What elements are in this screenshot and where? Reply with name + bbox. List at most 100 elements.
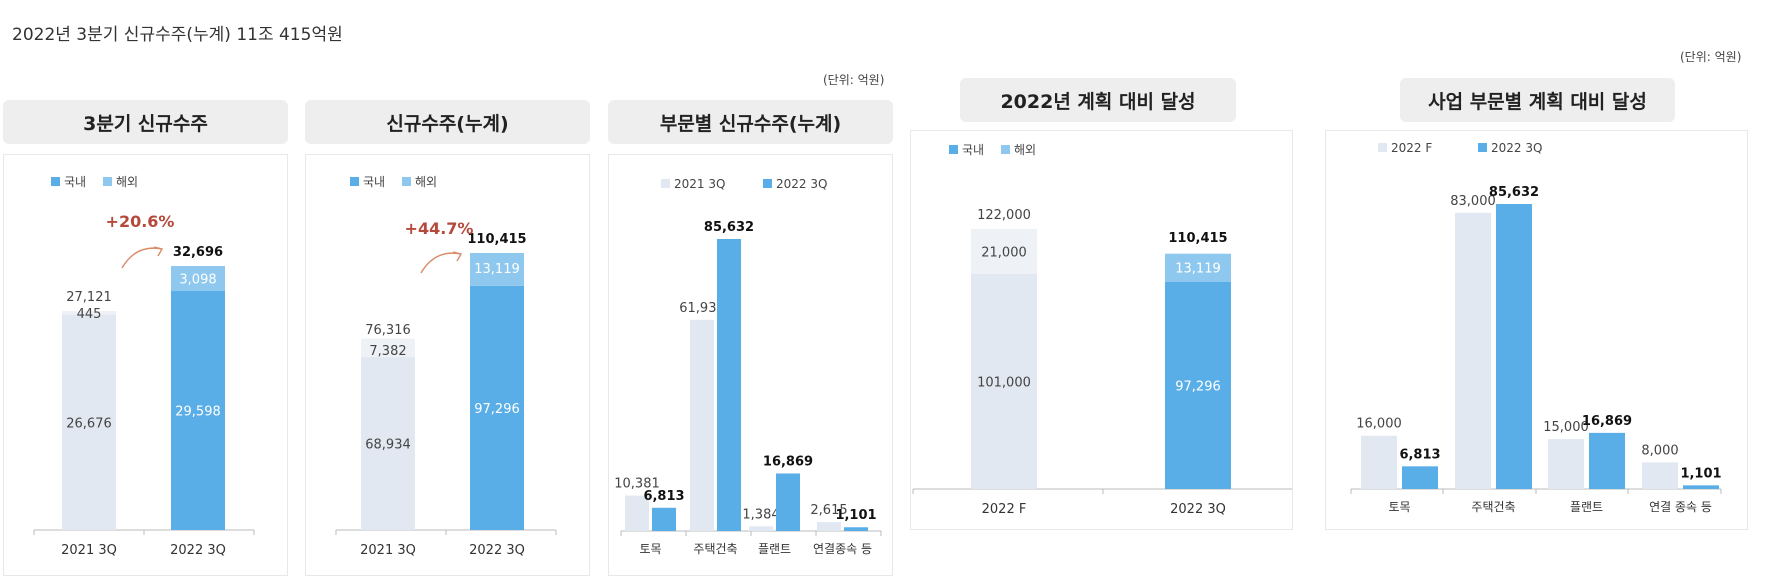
bar-series-b (1402, 466, 1438, 489)
chart-title-division-plan: 사업 부문별 계획 대비 달성 (1400, 78, 1675, 122)
growth-label: +20.6% (106, 212, 175, 231)
legend-swatch (402, 177, 411, 186)
unit-label-right: (단위: 억원) (1680, 50, 1742, 64)
x-tick-label: 주택건축 (693, 542, 737, 556)
segment-label-domestic: 97,296 (474, 402, 520, 417)
bar-domestic (62, 314, 116, 530)
legend-label: 해외 (415, 175, 437, 189)
x-tick-label: 2021 3Q (360, 543, 416, 558)
x-tick-label: 연결종속 등 (813, 542, 872, 556)
bar-series-b (717, 239, 741, 531)
legend-swatch (1378, 143, 1387, 152)
segment-label-domestic: 97,296 (1175, 379, 1221, 394)
bar-value-label: 1,101 (835, 508, 876, 523)
x-tick-label: 토목 (639, 542, 661, 556)
legend-label: 해외 (116, 175, 138, 189)
growth-arrowhead (452, 251, 463, 262)
growth-arrowhead (153, 246, 164, 257)
chart-title-plan-2022: 2022년 계획 대비 달성 (960, 78, 1236, 122)
chart-panel-cumulative-orders: 국내 해외 68,934 7,382 76,316 2021 3Q 97,296 13,119… (305, 154, 590, 576)
bar-total-label: 110,415 (467, 232, 526, 247)
bar-total-label: 27,121 (66, 290, 112, 305)
x-tick-label: 연결 종속 등 (1649, 500, 1712, 514)
bar-value-label: 2,615 (810, 503, 847, 518)
bar-total-label: 110,415 (1168, 231, 1227, 246)
bar-total-label: 32,696 (173, 245, 223, 260)
segment-label-overseas: 21,000 (981, 245, 1027, 260)
bar-series-b (1589, 432, 1625, 489)
legend-swatch (51, 177, 60, 186)
legend-label: 2022 3Q (776, 177, 827, 191)
bar-overseas (1165, 253, 1231, 282)
legend-label: 2022 3Q (1491, 141, 1542, 155)
unit-label-left: (단위: 억원) (823, 73, 885, 87)
bar-series-a (1455, 212, 1491, 489)
x-tick-label: 플랜트 (1570, 500, 1603, 514)
x-tick-label: 2022 3Q (170, 543, 226, 558)
bar-domestic (171, 291, 225, 530)
segment-label-overseas: 13,119 (1175, 262, 1221, 277)
bar-total-label: 76,316 (365, 323, 411, 338)
chart-panel-division-cumulative: 2021 3Q 2022 3Q 10,381 6,813 토목 61,936 85,632 주… (608, 154, 893, 576)
legend-label: 2022 F (1391, 141, 1432, 155)
legend-label: 해외 (1014, 143, 1036, 157)
growth-arrow (121, 247, 163, 269)
bar-series-a (817, 522, 841, 531)
bar-total-label: 122,000 (977, 208, 1031, 223)
bar-overseas (171, 266, 225, 292)
segment-label-overseas: 3,098 (179, 273, 216, 288)
growth-arrow (420, 252, 462, 274)
bar-value-label: 1,101 (1680, 466, 1721, 481)
bar-series-a (749, 526, 773, 531)
segment-label-domestic: 26,676 (66, 416, 112, 431)
chart-plan-2022: 국내 해외 101,000 21,000 122,000 2022 F 97,296 13,1… (912, 143, 1295, 517)
bar-value-label: 15,000 (1543, 420, 1589, 435)
bar-overseas (361, 338, 415, 358)
chart-panel-division-plan: 2022 F 2022 3Q 16,000 6,813 토목 83,000 85,632 주택… (1325, 130, 1748, 530)
legend-swatch (949, 145, 958, 154)
chart-cumulative-orders: 국내 해외 68,934 7,382 76,316 2021 3Q 97,296 13,119… (335, 175, 557, 558)
legend-swatch (1001, 145, 1010, 154)
bar-value-label: 8,000 (1641, 443, 1678, 458)
legend-swatch (1478, 143, 1487, 152)
bar-series-a (625, 495, 649, 531)
bar-domestic (971, 273, 1037, 489)
bar-series-a (1642, 462, 1678, 489)
bar-value-label: 10,381 (614, 477, 660, 492)
segment-label-overseas: 7,382 (369, 344, 406, 359)
segment-label-domestic: 101,000 (977, 375, 1031, 390)
x-tick-label: 2022 3Q (1170, 502, 1226, 517)
growth-label: +44.7% (405, 219, 474, 238)
bar-value-label: 6,813 (643, 489, 684, 504)
bar-value-label: 83,000 (1450, 194, 1496, 209)
bar-value-label: 16,000 (1356, 417, 1402, 432)
legend-swatch (763, 179, 772, 188)
x-tick-label: 주택건축 (1471, 500, 1515, 514)
bar-overseas (470, 253, 524, 286)
bar-value-label: 1,384 (742, 507, 779, 522)
bar-series-a (1548, 439, 1584, 489)
page-headline: 2022년 3분기 신규수주(누계) 11조 415억원 (12, 25, 343, 45)
legend-label: 2021 3Q (674, 177, 725, 191)
segment-label-overseas: 445 (77, 307, 102, 322)
bar-domestic (1165, 281, 1231, 489)
x-tick-label: 플랜트 (758, 542, 791, 556)
chart-panel-q3-orders: 국내 해외 26,676 445 27,121 2021 3Q 29,598 3,098 32,… (3, 154, 288, 576)
chart-title-division-cumulative: 부문별 신규수주(누계) (608, 100, 893, 144)
bar-value-label: 85,632 (1489, 185, 1539, 200)
bar-overseas (62, 311, 116, 315)
bar-value-label: 16,869 (763, 454, 813, 469)
x-tick-label: 2021 3Q (61, 543, 117, 558)
segment-label-domestic: 29,598 (175, 405, 221, 420)
bar-value-label: 85,632 (704, 220, 754, 235)
bar-series-b (652, 507, 676, 531)
x-tick-label: 2022 3Q (469, 543, 525, 558)
chart-q3-orders: 국내 해외 26,676 445 27,121 2021 3Q 29,598 3,098 32,… (33, 175, 255, 558)
legend-swatch (103, 177, 112, 186)
bar-series-b (844, 527, 868, 531)
bar-series-b (776, 473, 800, 531)
x-tick-label: 2022 F (982, 502, 1027, 517)
legend-label: 국내 (363, 175, 385, 189)
chart-title-cumulative-orders: 신규수주(누계) (305, 100, 590, 144)
